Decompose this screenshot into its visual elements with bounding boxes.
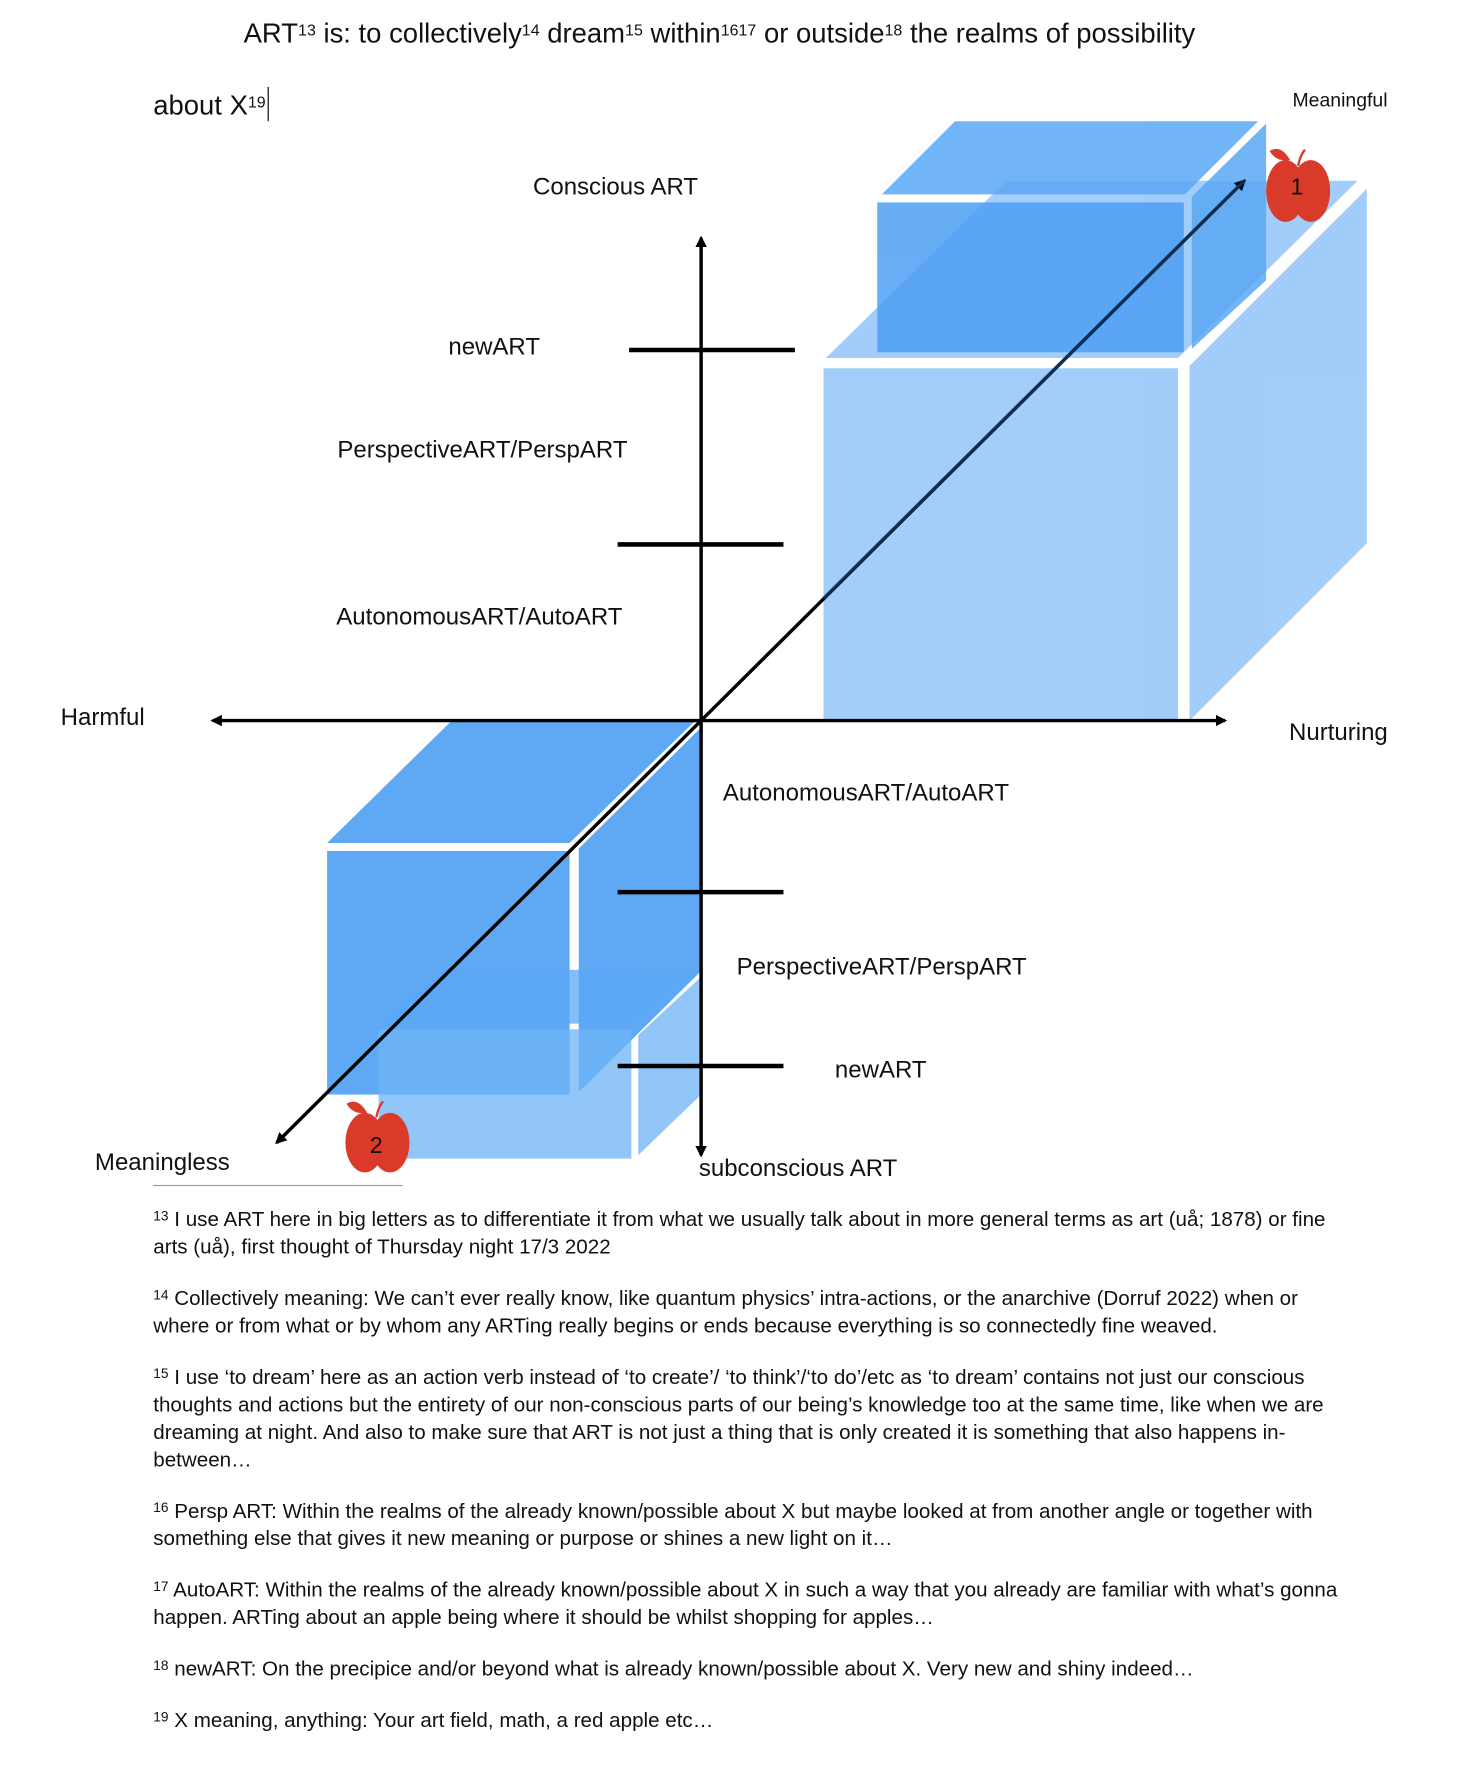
upper-auto-label: AutonomousART/AutoART (336, 603, 623, 631)
apple-icon: 1 (1266, 148, 1331, 222)
footnote-number: 19 (153, 1708, 169, 1725)
meaningless-label: Meaningless (94, 1149, 230, 1176)
cube-small-dark (877, 121, 1267, 353)
footnote-number: 15 (153, 1365, 169, 1382)
meaningful-label: Meaningful (1292, 89, 1388, 111)
footnote-number: 14 (153, 1286, 169, 1303)
footnote[interactable]: 18 newART: On the precipice and/or beyon… (153, 1655, 1343, 1682)
title-seg: dream (539, 18, 626, 50)
footnote-number: 16 (153, 1499, 169, 1516)
lower-new-label: newART (834, 1056, 927, 1084)
title-seg: about X (153, 90, 248, 122)
footnote-ref[interactable]: 15 (625, 20, 643, 39)
footnotes[interactable]: 13 I use ART here in big letters as to d… (153, 1206, 1343, 1758)
footnote-ref[interactable]: 1617 (720, 20, 757, 39)
harmful-label: Harmful (60, 704, 145, 731)
footnote-number: 17 (153, 1578, 169, 1595)
lower-auto-label: AutonomousART/AutoART (722, 780, 1010, 807)
lower-persp-label: PerspectiveART/PerspART (736, 953, 1027, 981)
title-seg: or outside (756, 18, 885, 50)
footnote-number: 13 (153, 1207, 169, 1224)
nurturing-label: Nurturing (1289, 719, 1388, 746)
upper-new-label: newART (448, 333, 541, 361)
footnote-number: 18 (153, 1657, 169, 1674)
footnote-text: newART: On the precipice and/or beyond w… (174, 1657, 1194, 1681)
document-title[interactable]: ART13 is: to collectively14 dream15 with… (244, 18, 1196, 50)
footnote[interactable]: 15 I use ‘to dream’ here as an action ve… (153, 1363, 1343, 1473)
footnote-ref[interactable]: 18 (884, 20, 903, 39)
subconscious-label: subconscious ART (698, 1155, 898, 1182)
apple-label: 1 (1291, 173, 1304, 199)
footnote-text: X meaning, anything: Your art field, mat… (174, 1708, 714, 1732)
conscious-label: Conscious ART (532, 173, 699, 201)
footnote-text: Collectively meaning: We can’t ever real… (153, 1286, 1298, 1338)
cube-lower-light (378, 969, 700, 1159)
title-seg: is: to collectively (315, 18, 522, 50)
diagonal-overlay (822, 179, 1246, 600)
footnote[interactable]: 19 X meaning, anything: Your art field, … (153, 1706, 1343, 1733)
footnote[interactable]: 13 I use ART here in big letters as to d… (153, 1206, 1343, 1261)
title-seg: ART (243, 18, 299, 50)
diagonal-axis-down (275, 719, 703, 1145)
footnote[interactable]: 16 Persp ART: Within the realms of the a… (153, 1497, 1343, 1552)
text-caret (267, 86, 270, 122)
footnote-ref[interactable]: 14 (521, 20, 540, 39)
footnote-text: I use ART here in big letters as to diff… (153, 1207, 1326, 1259)
footnote-divider (153, 1184, 403, 1187)
footnote[interactable]: 17 AutoART: Within the realms of the alr… (153, 1576, 1343, 1631)
footnote-text: Persp ART: Within the realms of the alre… (153, 1499, 1313, 1550)
title-line-2[interactable]: about X19 (153, 86, 270, 122)
apple-label: 2 (370, 1132, 383, 1158)
art-diagram: 1 2 (210, 121, 1367, 1173)
upper-persp-label: PerspectiveART/PerspART (337, 436, 628, 464)
title-seg: the realms of possibility (902, 18, 1196, 50)
footnote-ref[interactable]: 19 (247, 92, 266, 111)
footnote[interactable]: 14 Collectively meaning: We can’t ever r… (153, 1284, 1343, 1339)
title-seg: within (642, 18, 721, 50)
footnote-text: I use ‘to dream’ here as an action verb … (153, 1365, 1324, 1471)
footnote-text: AutoART: Within the realms of the alread… (153, 1578, 1338, 1629)
apple-icon: 2 (345, 1100, 410, 1173)
footnote-ref[interactable]: 13 (298, 20, 316, 39)
